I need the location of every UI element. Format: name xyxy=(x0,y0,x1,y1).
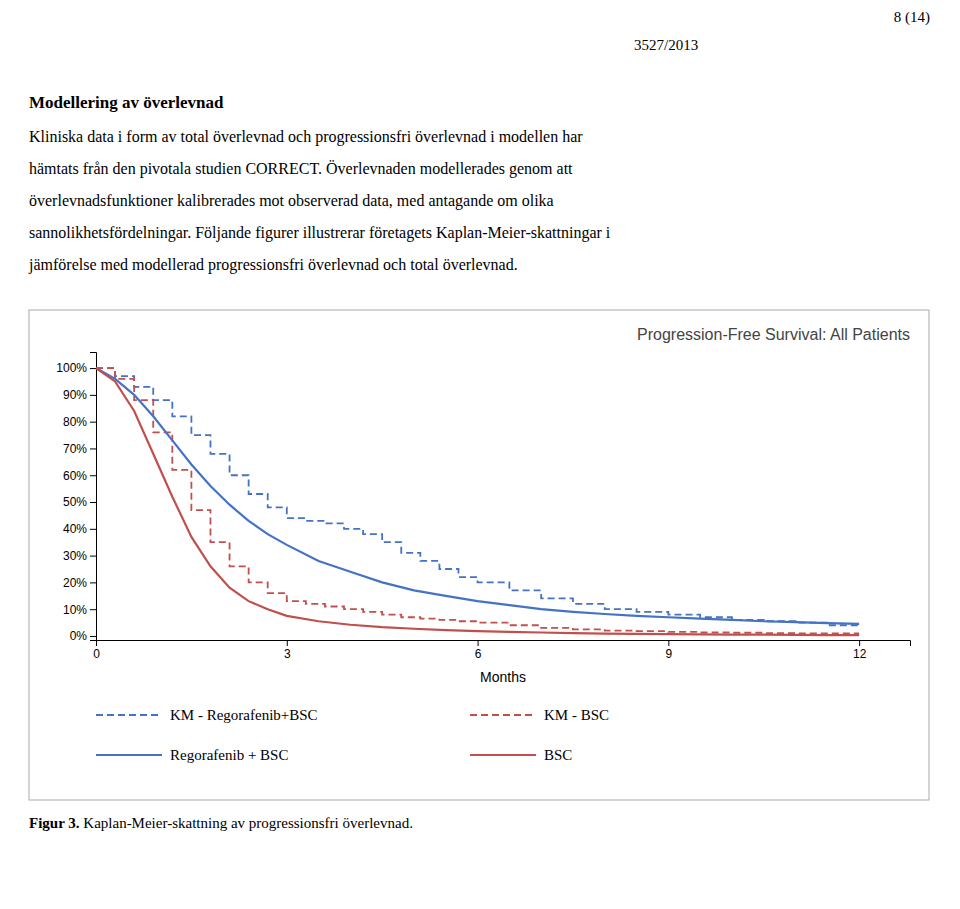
legend-label: KM - Regorafenib+BSC xyxy=(170,707,318,723)
km-step-line xyxy=(96,368,859,633)
y-tick-label: 90% xyxy=(63,388,87,402)
caption-text: Kaplan-Meier-skattning av progressionsfr… xyxy=(80,815,413,831)
y-tick-mark xyxy=(90,609,96,610)
legend-swatch xyxy=(96,714,162,716)
model-line xyxy=(96,368,859,624)
y-tick-label: 80% xyxy=(63,415,87,429)
y-tick-label: 70% xyxy=(63,442,87,456)
chart-title: Progression-Free Survival: All Patients xyxy=(637,326,910,343)
x-axis: 0 3 6 9 12 xyxy=(93,640,910,661)
x-tick: 9 xyxy=(666,640,673,661)
y-tick-mark xyxy=(90,556,96,557)
x-tick-label: 9 xyxy=(666,647,673,661)
x-axis-line xyxy=(97,641,911,647)
km-step-line xyxy=(96,368,859,627)
page-number: 8 (14) xyxy=(894,9,930,26)
y-tick: 90% xyxy=(63,388,96,402)
legend-label: KM - BSC xyxy=(544,707,609,723)
y-tick: 40% xyxy=(63,522,96,536)
legend-label: BSC xyxy=(544,747,572,763)
y-tick: 60% xyxy=(63,469,96,483)
figure-caption: Figur 3. Kaplan-Meier-skattning av progr… xyxy=(29,815,413,831)
paragraph-line: hämtats från den pivotala studien CORREC… xyxy=(29,160,573,178)
legend-swatch xyxy=(96,754,162,756)
legend-label: Regorafenib + BSC xyxy=(170,747,288,763)
paragraph-line: överlevnadsfunktioner kalibrerades mot o… xyxy=(29,192,554,210)
x-axis-title: Months xyxy=(480,669,526,685)
y-tick-mark xyxy=(90,368,96,369)
y-tick: 20% xyxy=(63,576,96,590)
x-tick-label: 3 xyxy=(284,647,291,661)
x-tick-mark xyxy=(96,640,97,646)
caption-label: Figur 3. xyxy=(29,815,80,831)
y-tick-mark xyxy=(90,395,96,396)
doc-number: 3527/2013 xyxy=(634,37,698,53)
heading: Modellering av överlevnad xyxy=(29,93,224,112)
y-tick-mark xyxy=(90,475,96,476)
y-tick-label: 30% xyxy=(63,549,87,563)
paragraph-line: sannolikhetsfördelningar. Följande figur… xyxy=(29,224,611,242)
y-tick-mark xyxy=(90,448,96,449)
y-tick-mark xyxy=(90,582,96,583)
x-tick: 6 xyxy=(475,640,482,661)
legend-swatch xyxy=(470,754,536,756)
y-tick: 30% xyxy=(63,549,96,563)
y-tick-label: 40% xyxy=(63,522,87,536)
y-tick: 70% xyxy=(63,442,96,456)
page: 8 (14) 3527/2013 Modellering av överlevnad… xyxy=(0,0,960,909)
y-axis-line xyxy=(90,353,97,641)
y-tick-label: 0% xyxy=(70,629,88,643)
y-tick-mark xyxy=(90,529,96,530)
x-tick-label: 6 xyxy=(475,647,482,661)
legend: KM - Regorafenib+BSC KM - BSC Regorafenib … xyxy=(96,707,609,763)
y-tick-label: 20% xyxy=(63,576,87,590)
chart-frame xyxy=(29,310,929,800)
x-tick: 0 xyxy=(93,640,100,661)
y-tick-mark xyxy=(90,502,96,503)
x-tick-mark xyxy=(287,640,288,646)
y-tick: 80% xyxy=(63,415,96,429)
y-tick: 100% xyxy=(56,361,96,375)
y-tick-label: 50% xyxy=(63,495,87,509)
y-tick-mark xyxy=(90,636,96,637)
x-tick-label: 0 xyxy=(93,647,100,661)
model-line xyxy=(96,368,859,635)
y-tick: 10% xyxy=(63,603,96,617)
y-tick-label: 60% xyxy=(63,469,87,483)
y-tick: 0% xyxy=(70,629,96,643)
x-tick-mark xyxy=(859,640,860,646)
legend-swatch xyxy=(470,714,536,716)
paragraph-line: Kliniska data i form av total överlevnad… xyxy=(29,128,583,146)
y-axis: 0% 10% 20% 30% 40% 50% 60% 70% 80% 90% 100% xyxy=(56,353,96,644)
x-tick-mark xyxy=(478,640,479,646)
paragraph-line: jämförelse med modellerad progressionsfr… xyxy=(28,256,518,274)
y-tick-label: 10% xyxy=(63,603,87,617)
x-tick-label: 12 xyxy=(853,647,867,661)
x-tick: 3 xyxy=(284,640,291,661)
plot-lines xyxy=(96,368,859,635)
x-tick: 12 xyxy=(853,640,867,661)
x-tick-mark xyxy=(668,640,669,646)
y-tick-mark xyxy=(90,422,96,423)
y-tick: 50% xyxy=(63,495,96,509)
y-tick-label: 100% xyxy=(56,361,87,375)
